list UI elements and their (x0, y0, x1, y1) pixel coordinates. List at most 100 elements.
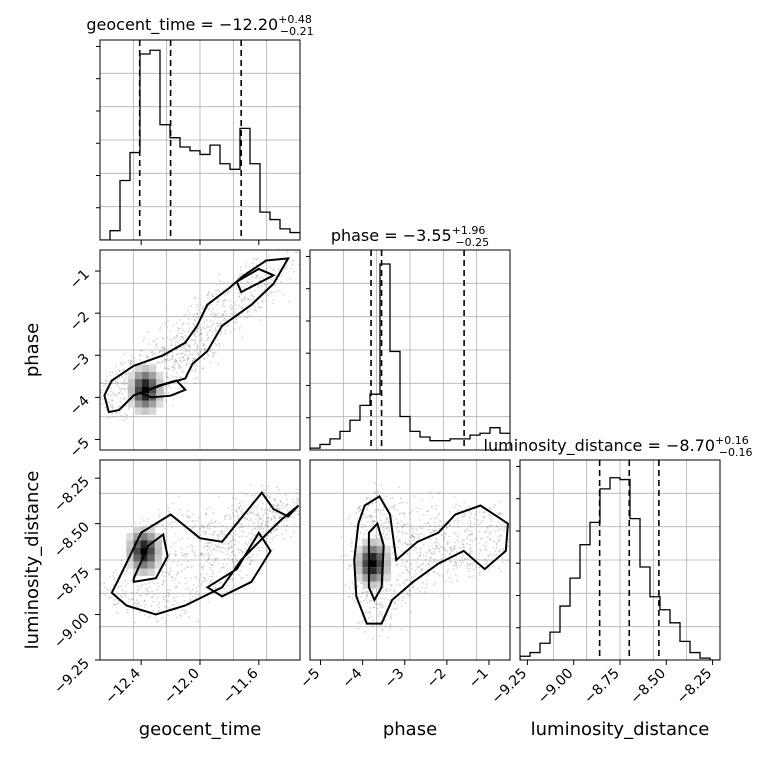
scatter-point (422, 562, 424, 565)
scatter-point (197, 353, 200, 356)
scatter-point (200, 332, 203, 335)
scatter-point (473, 517, 475, 520)
scatter-point (216, 325, 219, 328)
scatter-point (192, 315, 195, 318)
scatter-point (365, 610, 368, 613)
scatter-point (134, 522, 137, 525)
scatter-point (255, 275, 258, 278)
scatter-point (202, 580, 205, 583)
scatter-point (208, 523, 211, 526)
scatter-point (124, 373, 127, 376)
scatter-point (215, 545, 218, 548)
scatter-point (258, 306, 261, 308)
scatter-point (405, 560, 408, 563)
scatter-point (278, 517, 281, 520)
scatter-point (228, 518, 231, 521)
scatter-point (205, 319, 208, 322)
scatter-point (208, 557, 210, 560)
scatter-point (448, 595, 451, 597)
scatter-point (297, 513, 300, 516)
scatter-point (420, 532, 423, 535)
scatter-point (268, 510, 271, 512)
scatter-point (379, 606, 382, 609)
scatter-point (428, 563, 431, 566)
scatter-point (188, 345, 191, 348)
scatter-point (436, 516, 439, 519)
scatter-point (237, 304, 240, 307)
scatter-point (401, 531, 404, 534)
scatter-point (195, 593, 197, 595)
scatter-point (189, 599, 192, 602)
scatter-point (129, 361, 132, 364)
scatter-point (469, 546, 472, 549)
x-tick-label: −9.25 (489, 666, 531, 708)
scatter-point (272, 299, 275, 302)
scatter-point (126, 570, 128, 573)
scatter-point (385, 533, 388, 536)
scatter-point (181, 370, 183, 372)
scatter-point (232, 560, 234, 563)
scatter-point (206, 333, 209, 336)
scatter-point (117, 386, 120, 388)
scatter-point (143, 520, 145, 522)
scatter-point (349, 564, 352, 567)
scatter-point (454, 532, 457, 535)
x-tick-label: −1 (466, 666, 492, 692)
scatter-point (161, 361, 164, 363)
scatter-point (196, 330, 199, 333)
scatter-point (201, 307, 204, 310)
scatter-point (164, 347, 167, 350)
scatter-point (409, 518, 411, 520)
scatter-point (202, 568, 205, 571)
scatter-point (231, 504, 233, 507)
scatter-point (200, 554, 203, 557)
scatter-point (152, 340, 155, 343)
scatter-point (435, 541, 438, 544)
scatter-point (262, 527, 265, 530)
scatter-point (135, 599, 138, 601)
scatter-point (275, 290, 278, 293)
scatter-point (383, 597, 386, 600)
scatter-point (117, 601, 120, 604)
scatter-point (456, 539, 459, 542)
scatter-point (215, 322, 218, 325)
scatter-point (478, 566, 481, 569)
scatter-point (200, 552, 203, 555)
scatter-point (97, 388, 99, 390)
scatter-point (172, 324, 175, 327)
scatter-point (217, 312, 219, 315)
scatter-point (459, 509, 462, 512)
density-cell (376, 545, 384, 553)
scatter-point (449, 549, 452, 552)
scatter-point (440, 558, 443, 560)
scatter-point (249, 539, 252, 541)
scatter-point (167, 595, 170, 598)
scatter-point (155, 343, 158, 345)
scatter-point (413, 495, 416, 498)
scatter-point (449, 547, 452, 550)
scatter-point (272, 523, 275, 526)
density-cell (383, 567, 392, 575)
scatter-point (163, 359, 166, 361)
scatter-point (187, 357, 190, 359)
density-cell (383, 552, 392, 561)
scatter-point (355, 511, 357, 514)
scatter-point (442, 597, 445, 600)
scatter-point (349, 565, 352, 568)
scatter-point (395, 527, 398, 530)
scatter-point (255, 518, 257, 521)
scatter-point (425, 555, 428, 558)
scatter-point (255, 547, 258, 550)
scatter-point (223, 299, 226, 301)
scatter-point (478, 511, 481, 514)
scatter-point (201, 326, 204, 329)
scatter-point (395, 583, 398, 586)
scatter-point (396, 607, 399, 610)
scatter-point (458, 565, 461, 567)
scatter-point (402, 512, 405, 515)
scatter-point (177, 364, 180, 367)
density-cell (134, 364, 143, 372)
ylabel-luminosity-distance: luminosity_distance (22, 471, 43, 650)
scatter-point (169, 329, 172, 332)
y-tick-label: −2 (67, 309, 93, 335)
